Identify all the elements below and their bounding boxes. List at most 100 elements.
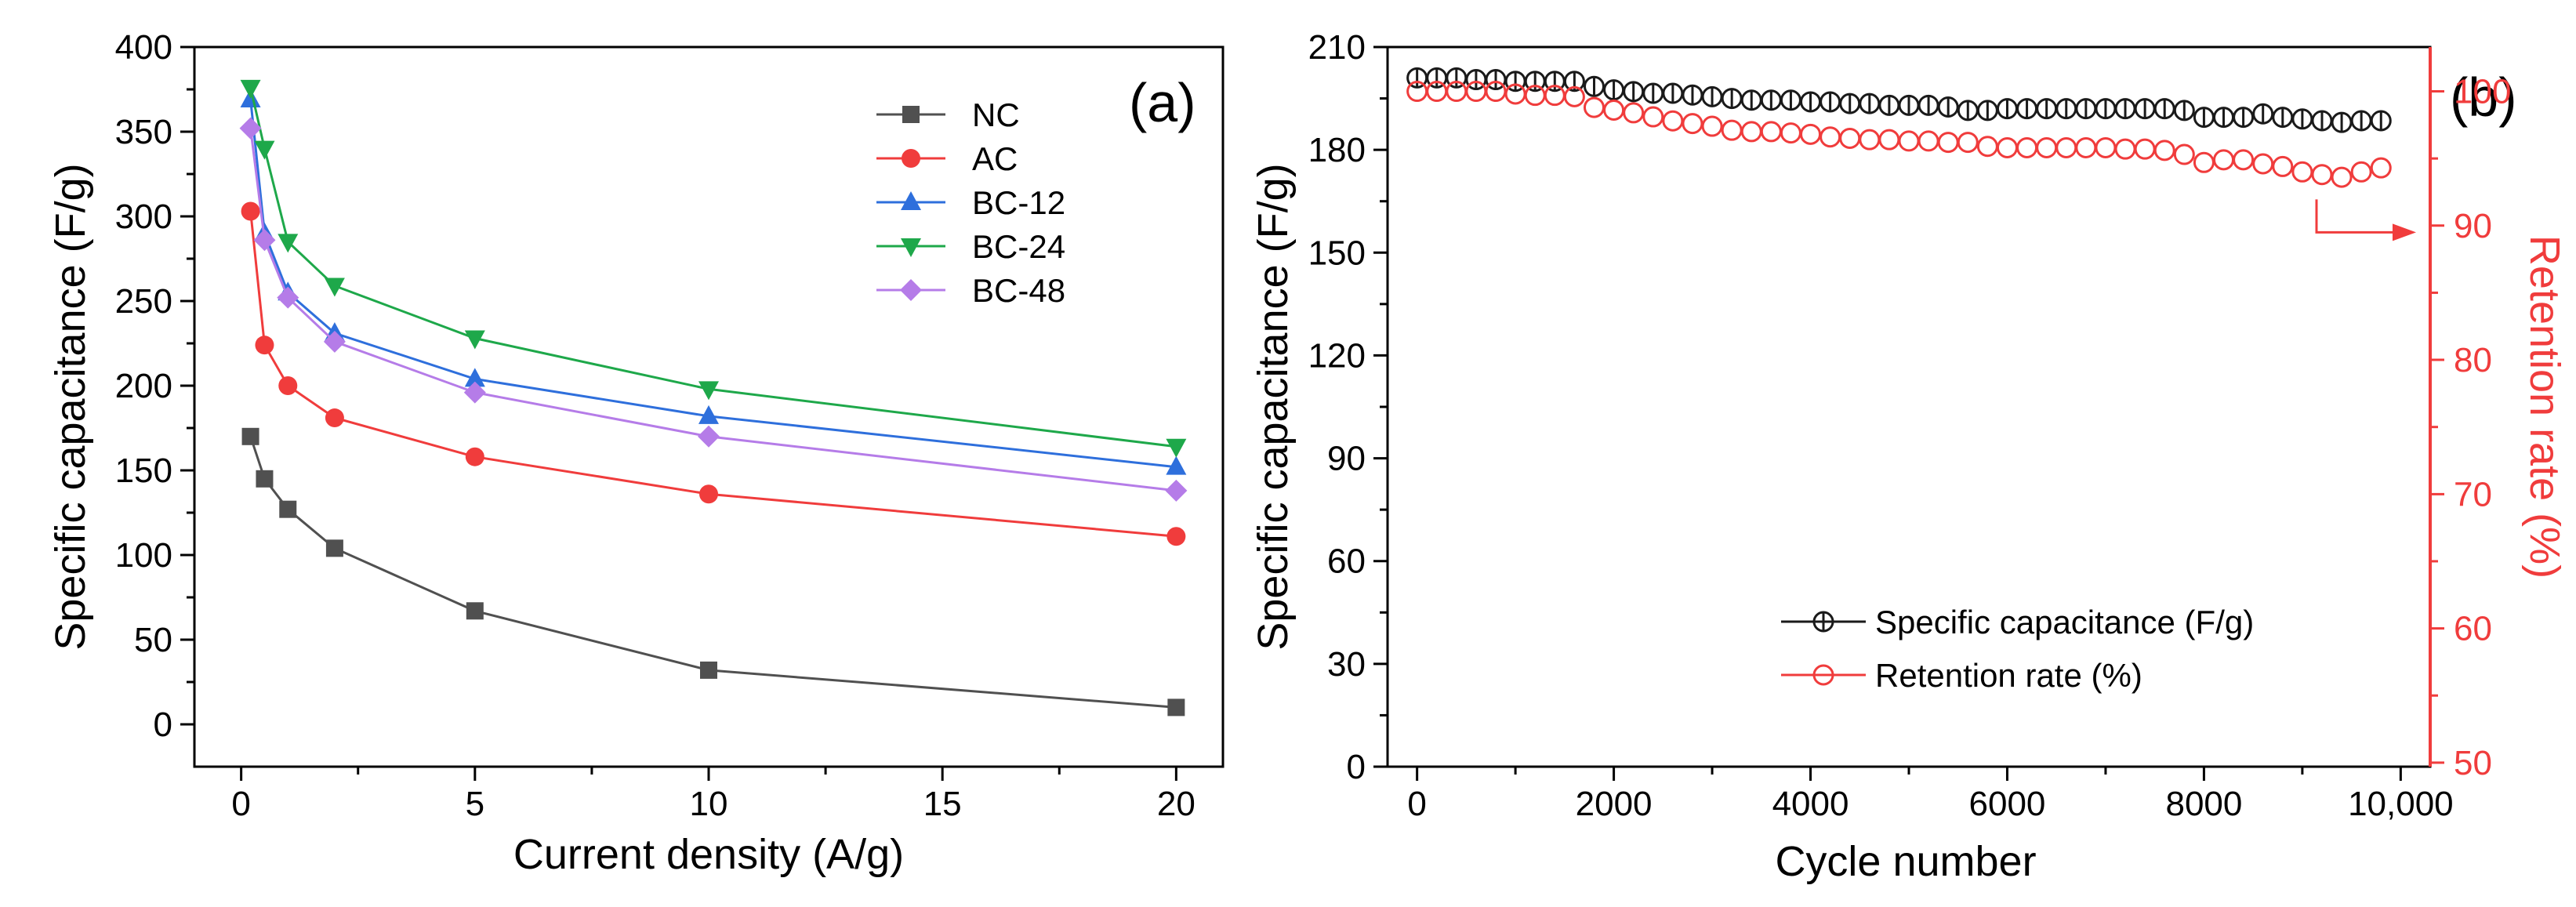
series-specific-capacitance-f-g-point: [1780, 89, 1801, 111]
panel-b-x-tick-label: 6000: [1969, 785, 2046, 823]
series-specific-capacitance-f-g-point: [2291, 108, 2313, 130]
panel-a-x-tick-label: 20: [1157, 785, 1195, 823]
panel-b-y-axis-title: Specific capacitance (F/g): [1250, 163, 1297, 650]
series-bc-12-point: [1166, 455, 1187, 475]
series-specific-capacitance-f-g-point: [2075, 98, 2097, 120]
series-retention-rate-point: [2370, 157, 2392, 179]
panel-b-x-tick-label: 4000: [1772, 785, 1849, 823]
legend-label: NC: [972, 96, 1020, 133]
panel-a-y-tick-label: 100: [115, 536, 172, 575]
series-specific-capacitance-f-g-point: [2153, 98, 2175, 120]
legend-label: Retention rate (%): [1875, 657, 2142, 694]
series-retention-rate-point: [2173, 143, 2195, 165]
panel-b-x-tick-label: 2000: [1576, 785, 1653, 823]
series-retention-rate-point: [2272, 155, 2294, 177]
series-specific-capacitance-f-g-point: [2252, 103, 2274, 125]
series-retention-rate-point: [1859, 129, 1881, 151]
panel-b-y2-tick-label: 50: [2454, 744, 2492, 782]
panel-b-ticks: 0 2000 4000 6000 8000 10,000 0 30 60 90 120 150 180 2…: [1308, 28, 2512, 823]
series-specific-capacitance-f-g-point: [1760, 89, 1782, 111]
panel-a-y-tick-label: 200: [115, 367, 172, 405]
panel-b-y-tick-label: 180: [1308, 131, 1366, 169]
series-specific-capacitance-f-g-point: [2193, 107, 2215, 129]
panel-b-y-tick-label: 0: [1347, 748, 1366, 786]
series-nc-point: [700, 661, 717, 679]
series-retention-rate-point: [2233, 149, 2255, 171]
panel-b-y2-tick-label: 100: [2454, 73, 2511, 111]
series-bc-24-line: [249, 87, 1177, 448]
legend-swatch-marker: [1812, 611, 1834, 633]
series-specific-capacitance-f-g-point: [2272, 107, 2294, 129]
series-bc-48: [239, 117, 1188, 502]
series-specific-capacitance-f-g-point: [1820, 91, 1841, 113]
series-bc-48-point: [323, 330, 346, 353]
series-bc-48-point: [463, 381, 486, 404]
series-bc-24-point: [698, 381, 719, 401]
series-ac-point: [255, 336, 274, 355]
series-retention-rate-point: [1839, 127, 1861, 149]
panel-b-y-tick-label: 120: [1308, 336, 1366, 375]
legend-label: Specific capacitance (F/g): [1875, 604, 2254, 640]
series-specific-capacitance-f-g-point: [2331, 111, 2353, 133]
series-nc-point: [1167, 698, 1185, 717]
legend-item-nc: NC: [876, 96, 1020, 133]
series-retention-rate-point: [2252, 153, 2274, 175]
series-ac-point: [241, 201, 260, 221]
series-specific-capacitance-f-g-point: [1662, 82, 1684, 104]
panel-a-x-tick-label: 5: [466, 785, 484, 823]
series-bc-24-point: [254, 140, 275, 160]
series-retention-rate-point: [1701, 115, 1723, 137]
panel-b-y-tick-label: 210: [1308, 28, 1366, 67]
series-retention-rate-point: [1740, 121, 1762, 143]
series-specific-capacitance-f-g-point: [1917, 94, 1939, 116]
series-retention-rate-point: [2213, 149, 2235, 171]
series-bc-24: [240, 79, 1187, 458]
series-retention-rate-point: [1937, 132, 1959, 154]
series-retention-rate-point: [1878, 129, 1900, 151]
series-bc-12-point: [464, 368, 485, 387]
series-bc-24-point: [1166, 438, 1187, 458]
series-specific-capacitance-f-g-point: [2016, 98, 2038, 120]
panel-b-y2-tick-label: 70: [2454, 475, 2492, 513]
series-bc-24-point: [278, 234, 299, 253]
series-specific-capacitance-f-g-point: [2114, 98, 2136, 120]
legend-label: BC-48: [972, 272, 1065, 309]
arrow-head: [2393, 223, 2416, 241]
series-specific-capacitance-f-g-point: [1642, 82, 1664, 104]
panel-a-y-tick-label: 50: [134, 621, 172, 659]
panel-a-series: [239, 79, 1188, 717]
series-specific-capacitance-f-g-point: [1740, 89, 1762, 111]
legend-item-bc-48: BC-48: [876, 272, 1065, 309]
series-specific-capacitance-f-g-point: [1996, 98, 2018, 120]
series-retention-rate-point: [1563, 85, 1585, 107]
series-bc-24-point: [464, 330, 485, 350]
series-retention-rate-point: [1780, 122, 1801, 144]
series-specific-capacitance-f-g-point: [1859, 93, 1881, 114]
series-bc-48-point: [253, 229, 276, 252]
panel-a-y-tick-label: 350: [115, 113, 172, 151]
series-retention-rate-point: [1603, 99, 1625, 121]
series-ac-point: [325, 408, 344, 428]
legend-label: BC-24: [972, 228, 1065, 265]
panel-b-y-tick-label: 90: [1327, 440, 1366, 478]
legend-item-bc-24: BC-24: [876, 228, 1065, 265]
series-retention-rate-point: [1976, 136, 1998, 158]
series-specific-capacitance-f-g-point: [2134, 98, 2156, 120]
panel-a-x-tick-label: 15: [923, 785, 962, 823]
series-retention-rate-point: [1820, 126, 1841, 148]
series-retention-rate-point: [1642, 106, 1664, 128]
panel-a-x-tick-label: 0: [231, 785, 250, 823]
series-retention-rate-point: [1682, 113, 1703, 135]
series-specific-capacitance-f-g-point: [1583, 75, 1605, 97]
panel-b-chart: (b) Cycle number Specific capacitance (F…: [1250, 28, 2568, 885]
series-ac: [241, 201, 1186, 546]
series-retention-rate-point: [2134, 138, 2156, 160]
arrow-shaft: [2315, 199, 2397, 234]
legend-swatch-marker: [1812, 664, 1834, 686]
series-retention-rate-point: [1623, 102, 1645, 124]
series-nc-point: [241, 427, 259, 445]
series-specific-capacitance-f-g-point: [1721, 88, 1743, 110]
series-specific-capacitance-f-g-point: [1800, 91, 1822, 113]
series-ac-point: [699, 484, 718, 504]
